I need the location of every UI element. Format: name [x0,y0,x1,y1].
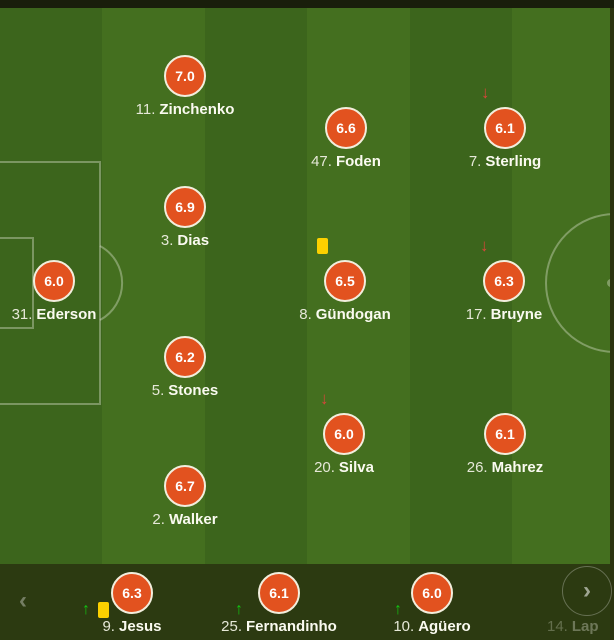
sub-on-arrow-icon: ↑ [82,601,90,618]
prev-substitutes-button[interactable]: ‹ [10,588,36,614]
rating-badge: 6.9 [164,186,206,228]
sub-off-arrow-icon: ↓ [481,83,490,102]
player-name: Dias [177,232,210,249]
player-label: 25. Fernandinho [221,618,337,635]
player-number: 26. [466,459,488,476]
rating-badge: 6.0 [33,260,75,302]
yellow-card-icon [317,238,328,254]
rating-badge: 6.7 [164,465,206,507]
sub-on-arrow-icon: ↑ [394,601,402,618]
player-number: 10. [393,618,415,635]
rating-badge: 6.0 [411,572,453,614]
player-number: 2. [152,511,165,528]
player-number: 20. [314,459,335,476]
rating-badge: 6.1 [258,572,300,614]
player-label: 3. Dias [161,232,209,249]
top-divider-bar [0,0,614,8]
rating-badge: 6.5 [324,260,366,302]
penalty-arc-line [99,245,124,321]
player-number: 25. [221,618,243,635]
player-number: 3. [160,232,174,249]
player-label: 7. Sterling [469,153,541,170]
rating-badge: 6.3 [111,572,153,614]
rating-badge: 6.0 [323,413,365,455]
player-number: 7. [468,153,482,170]
chevron-left-icon: ‹ [19,587,27,614]
player-number: 11. [135,101,156,118]
player-name: Stones [168,382,219,399]
player-name: Sterling [485,153,542,170]
player-number: 5. [151,382,165,399]
player-label: 31. Ederson [12,306,97,323]
player-number: 14. [547,618,568,635]
player-name: Walker [168,511,218,528]
rating-badge: 6.1 [484,107,526,149]
player-name: Zinchenko [159,101,235,118]
player-label: 20. Silva [314,459,374,476]
player-name: Mahrez [491,459,544,476]
player-label: 5. Stones [152,382,219,399]
sub-on-arrow-icon: ↑ [235,601,243,618]
chevron-right-icon: › [583,577,591,604]
player-name: Jesus [118,618,162,635]
player-name: Lap [571,618,599,635]
player-label: 26. Mahrez [467,459,544,476]
bench-player-next-partial: 14. Lap [547,618,599,635]
yellow-card-icon [98,602,109,618]
rating-badge: 6.6 [325,107,367,149]
sub-off-arrow-icon: ↓ [480,236,489,255]
rating-badge: 7.0 [164,55,206,97]
player-label: 9. Jesus [102,618,161,635]
rating-badge: 6.3 [483,260,525,302]
player-number: 9. [102,618,115,635]
player-name: Foden [335,153,381,170]
rating-badge: 6.2 [164,336,206,378]
player-label: 10. Agüero [393,618,470,635]
player-number: 8. [299,306,312,323]
player-label: 8. Gündogan [299,306,391,323]
player-number: 47. [311,153,332,170]
player-name: Gündogan [315,306,391,323]
player-label: 11. Zinchenko [136,101,235,118]
player-name: Silva [338,459,374,476]
player-label: 47. Foden [311,153,381,170]
player-name: Bruyne [490,306,543,323]
player-label: 17. Bruyne [466,306,543,323]
player-name: Agüero [418,618,471,635]
rating-badge: 6.1 [484,413,526,455]
center-circle-line [545,213,614,353]
player-name: Ederson [36,306,97,323]
player-number: 17. [465,306,487,323]
penalty-box-line [0,161,101,405]
player-name: Fernandinho [246,618,337,635]
player-number: 31. [11,306,33,323]
sub-off-arrow-icon: ↓ [320,389,329,408]
right-edge-divider [610,8,614,640]
next-substitutes-button[interactable]: › [562,566,612,616]
player-label: 2. Walker [152,511,217,528]
